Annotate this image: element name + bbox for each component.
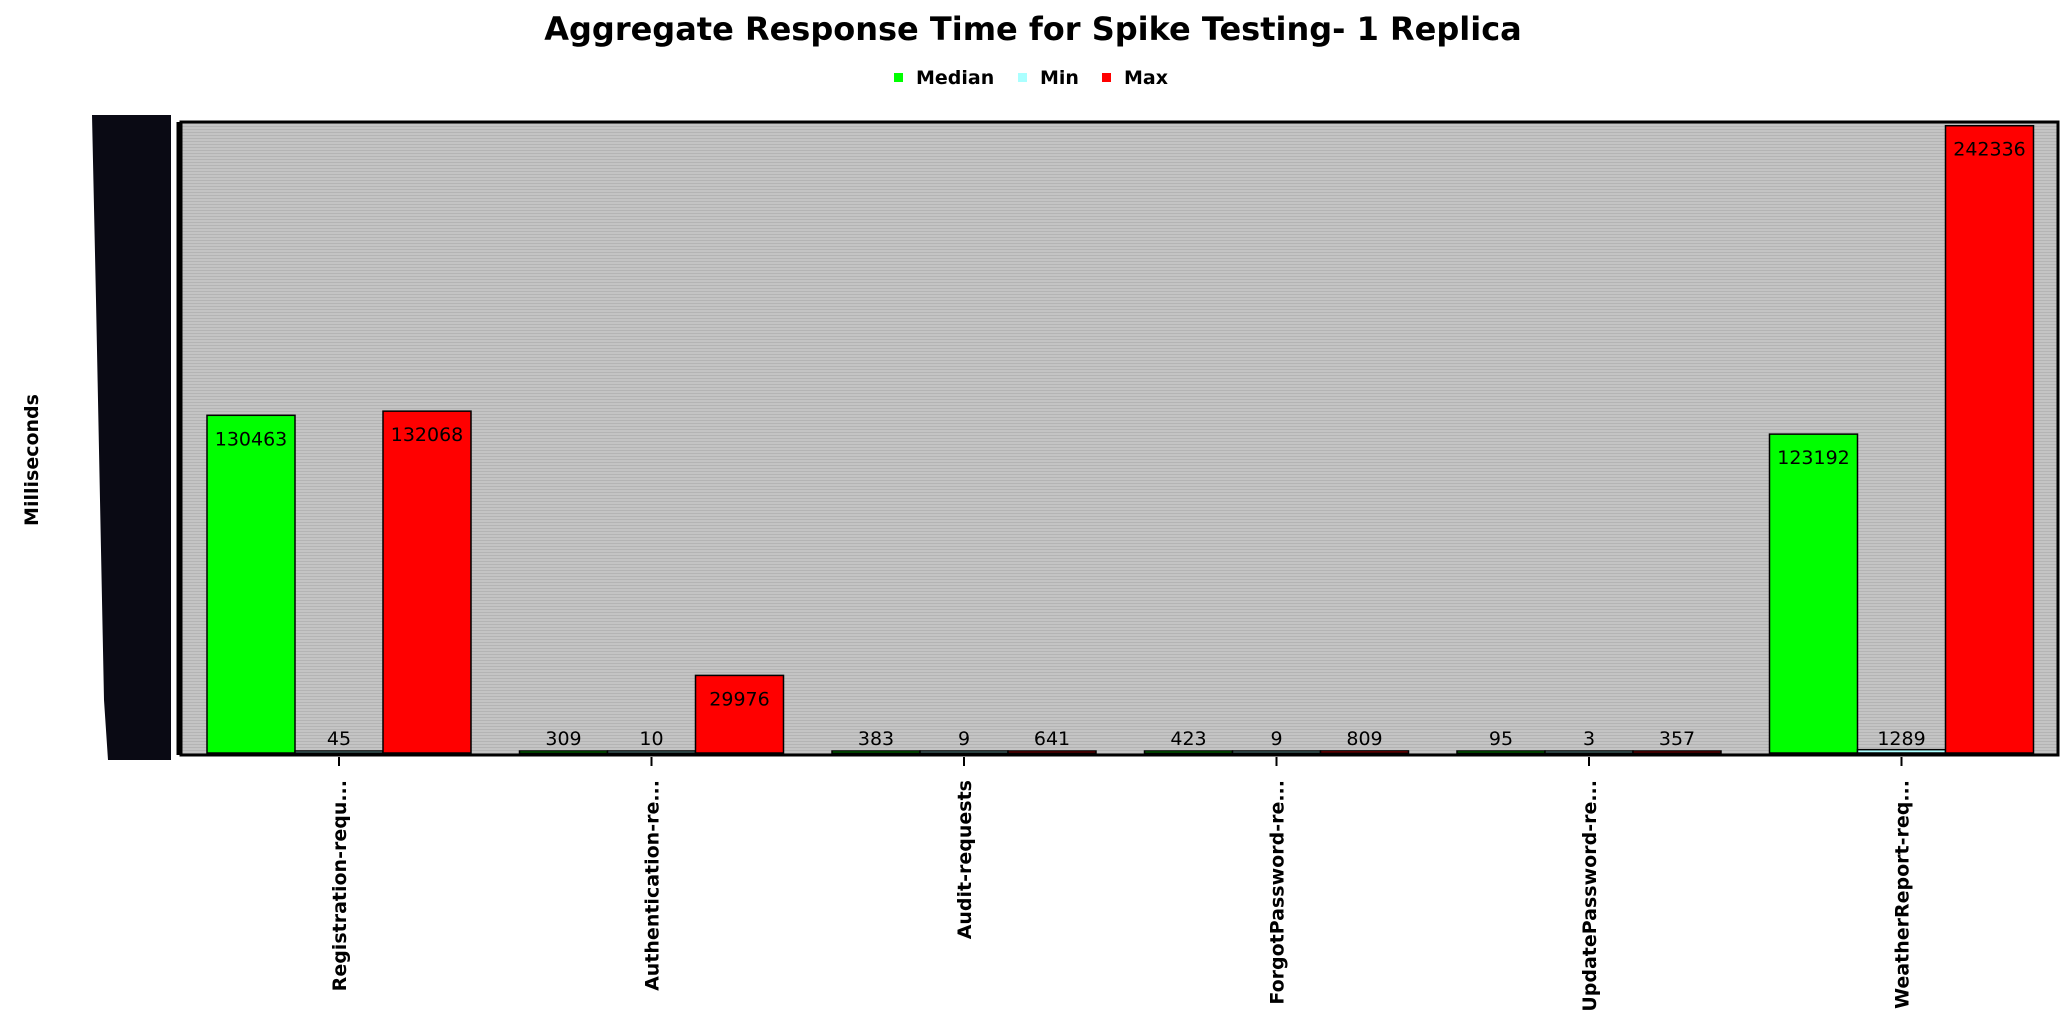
value-labels: 130463 45 132068 309 10 29976 383 9 641 423 9 809 95… xyxy=(215,139,2026,750)
bar-median-5 xyxy=(1768,433,1859,754)
y-axis xyxy=(92,115,180,760)
value-label-median-5: 123192 xyxy=(1777,447,1850,469)
value-label-min-5: 1289 xyxy=(1877,728,1925,750)
bar-min-4 xyxy=(1544,750,1634,754)
value-label-median-3: 423 xyxy=(1170,728,1206,750)
bars xyxy=(206,124,2035,754)
value-label-median-4: 95 xyxy=(1489,728,1513,750)
bar-median-3 xyxy=(1143,750,1234,754)
value-label-median-2: 383 xyxy=(858,728,894,750)
legend-label-median: Median xyxy=(916,67,994,89)
y-tick-labels xyxy=(92,115,171,760)
bar-max-2 xyxy=(1007,750,1097,754)
bar-min-0 xyxy=(294,750,384,754)
y-axis-label: Milliseconds xyxy=(21,394,43,526)
x-tick-label-4: UpdatePassword-re... xyxy=(1579,780,1601,1012)
plot-area xyxy=(179,120,2060,757)
chart-title: Aggregate Response Time for Spike Testin… xyxy=(544,10,1522,48)
legend-swatch-min xyxy=(1018,73,1027,82)
bar-min-5 xyxy=(1856,748,1947,754)
value-label-max-4: 357 xyxy=(1659,728,1695,750)
bar-max-3 xyxy=(1319,750,1410,754)
value-label-median-0: 130463 xyxy=(215,428,288,450)
x-axis: Registration-requ... Authentication-re...… xyxy=(329,757,1914,1012)
bar-median-4 xyxy=(1456,750,1546,754)
value-label-min-1: 10 xyxy=(639,728,663,750)
bar-median-0 xyxy=(206,414,296,754)
value-label-max-2: 641 xyxy=(1034,728,1070,750)
bar-max-1 xyxy=(694,674,785,754)
bar-min-2 xyxy=(919,750,1009,754)
bar-max-4 xyxy=(1632,750,1722,754)
legend-swatch-max xyxy=(1102,73,1111,82)
legend-label-max: Max xyxy=(1124,67,1168,89)
x-tick-label-0: Registration-requ... xyxy=(329,780,351,991)
x-tick-label-1: Authentication-re... xyxy=(642,780,664,991)
bar-median-2 xyxy=(831,750,921,754)
bar-min-1 xyxy=(606,750,697,754)
value-label-min-0: 45 xyxy=(327,728,351,750)
legend-label-min: Min xyxy=(1040,67,1079,89)
value-label-median-1: 309 xyxy=(545,728,581,750)
bar-max-0 xyxy=(382,410,472,754)
value-label-max-5: 242336 xyxy=(1953,139,2026,161)
value-label-min-4: 3 xyxy=(1583,728,1595,750)
value-label-max-0: 132068 xyxy=(391,424,464,446)
bar-max-5 xyxy=(1944,124,2035,754)
x-tick-label-5: WeatherReport-req... xyxy=(1892,780,1914,1009)
x-tick-label-3: ForgotPassword-re... xyxy=(1267,780,1289,1005)
value-label-max-1: 29976 xyxy=(709,688,769,710)
value-label-min-3: 9 xyxy=(1270,728,1282,750)
bar-min-3 xyxy=(1231,750,1322,754)
x-tick-label-2: Audit-requests xyxy=(954,780,976,939)
value-label-min-2: 9 xyxy=(958,728,970,750)
legend-swatch-median xyxy=(894,73,903,82)
value-label-max-3: 809 xyxy=(1346,728,1382,750)
legend: Median Min Max xyxy=(894,67,1168,89)
bar-median-1 xyxy=(518,750,609,754)
